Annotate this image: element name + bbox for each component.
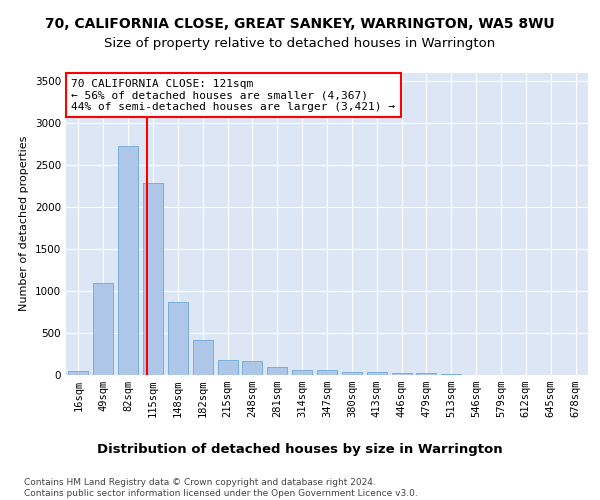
Bar — [268, 368, 287, 375]
Bar — [342, 372, 362, 375]
Bar — [218, 360, 238, 375]
Text: 70 CALIFORNIA CLOSE: 121sqm
← 56% of detached houses are smaller (4,367)
44% of : 70 CALIFORNIA CLOSE: 121sqm ← 56% of det… — [71, 78, 395, 112]
Bar — [367, 372, 386, 375]
Bar — [292, 370, 312, 375]
Bar — [143, 184, 163, 375]
Bar — [118, 146, 138, 375]
Text: Size of property relative to detached houses in Warrington: Size of property relative to detached ho… — [104, 38, 496, 51]
Y-axis label: Number of detached properties: Number of detached properties — [19, 136, 29, 312]
Bar — [94, 282, 113, 375]
Bar — [242, 361, 262, 375]
Bar — [317, 370, 337, 375]
Bar — [442, 374, 461, 375]
Text: 70, CALIFORNIA CLOSE, GREAT SANKEY, WARRINGTON, WA5 8WU: 70, CALIFORNIA CLOSE, GREAT SANKEY, WARR… — [45, 18, 555, 32]
Bar — [68, 371, 88, 375]
Bar — [392, 374, 412, 375]
Text: Distribution of detached houses by size in Warrington: Distribution of detached houses by size … — [97, 442, 503, 456]
Bar — [416, 374, 436, 375]
Text: Contains HM Land Registry data © Crown copyright and database right 2024.
Contai: Contains HM Land Registry data © Crown c… — [24, 478, 418, 498]
Bar — [193, 340, 212, 375]
Bar — [168, 302, 188, 375]
